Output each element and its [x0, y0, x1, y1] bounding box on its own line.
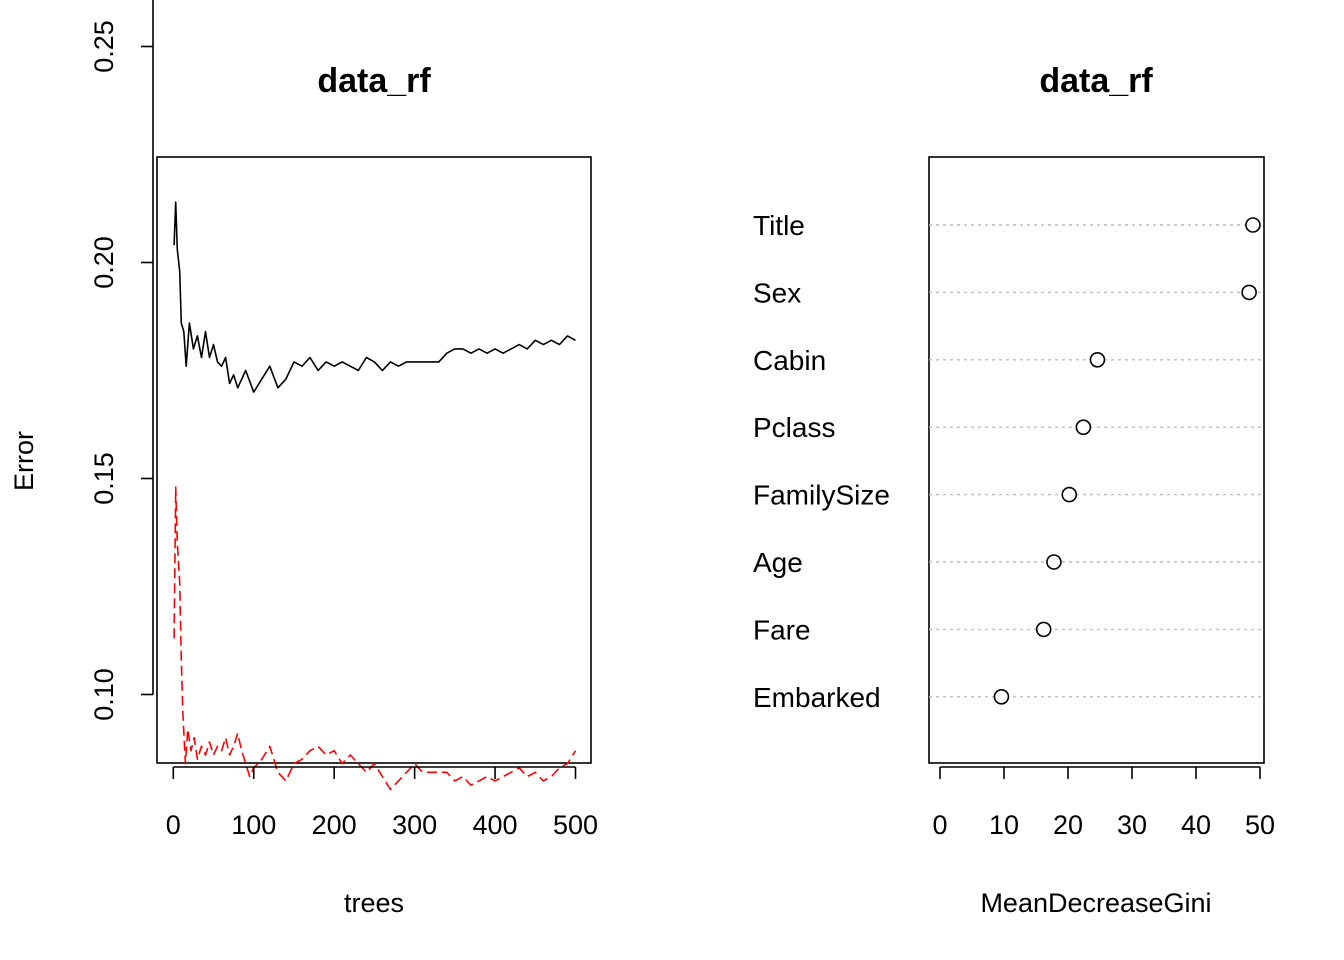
- right-plot-frame: [928, 156, 1265, 764]
- importance-point: [993, 688, 1010, 705]
- variable-label: Fare: [753, 614, 811, 645]
- variable-importance-panel: data_rf MeanDecreaseGini Title Sex Cabin Pc…: [753, 62, 1275, 918]
- right-x-tick-label: 0: [932, 810, 947, 840]
- importance-point: [1075, 419, 1092, 436]
- left-x-axis-label: trees: [344, 888, 404, 918]
- variable-label: Cabin: [753, 345, 826, 376]
- left-y-tick-label: 0.10: [89, 668, 119, 721]
- left-x-tick-label: 500: [553, 810, 598, 840]
- right-x-axis: 0 10 20 30 40 50: [932, 766, 1275, 840]
- left-x-axis: 0 100 200 300 400 500: [166, 766, 598, 840]
- error-series-line-2: [173, 486, 577, 791]
- left-x-tick-label: 400: [473, 810, 518, 840]
- importance-point: [1241, 284, 1257, 301]
- importance-point: [1061, 486, 1078, 503]
- importance-point: [1046, 554, 1062, 570]
- right-chart-title: data_rf: [1039, 62, 1153, 100]
- importance-points: [993, 217, 1261, 705]
- variable-label: Age: [753, 547, 803, 578]
- right-x-tick-label: 30: [1117, 810, 1147, 840]
- left-chart-title: data_rf: [317, 62, 431, 100]
- left-y-axis-label: Error: [9, 431, 39, 491]
- variable-label: Sex: [753, 277, 801, 308]
- left-x-tick-label: 0: [166, 810, 181, 840]
- variable-label: FamilySize: [753, 480, 890, 511]
- variable-labels: Title Sex Cabin Pclass FamilySize Age Fare Emba…: [753, 210, 890, 713]
- left-x-tick-label: 100: [231, 810, 276, 840]
- left-y-tick-label: 0.15: [89, 452, 119, 505]
- left-x-tick-label: 300: [392, 810, 437, 840]
- right-x-tick-label: 10: [989, 810, 1019, 840]
- right-x-axis-label: MeanDecreaseGini: [980, 888, 1211, 918]
- variable-label: Title: [753, 210, 805, 241]
- left-x-tick-label: 200: [312, 810, 357, 840]
- right-x-tick-label: 50: [1245, 810, 1275, 840]
- error-series-group: [173, 201, 577, 791]
- error-series-line-1: [173, 201, 576, 393]
- right-x-tick-label: 40: [1181, 810, 1211, 840]
- left-plot-frame: [156, 156, 592, 764]
- importance-point: [1245, 217, 1261, 233]
- importance-point: [1035, 621, 1052, 638]
- error-rate-panel: data_rf trees Error 0 100 200 300 400 500 0.1…: [9, 0, 598, 918]
- variable-label: Embarked: [753, 682, 881, 713]
- left-y-tick-label: 0.25: [89, 20, 119, 73]
- right-x-tick-label: 20: [1053, 810, 1083, 840]
- right-gridlines: [929, 224, 1264, 698]
- left-y-tick-label: 0.20: [89, 236, 119, 289]
- importance-point: [1089, 351, 1106, 368]
- variable-label: Pclass: [753, 412, 835, 443]
- left-y-axis: 0.100.150.200.250.30: [89, 0, 154, 721]
